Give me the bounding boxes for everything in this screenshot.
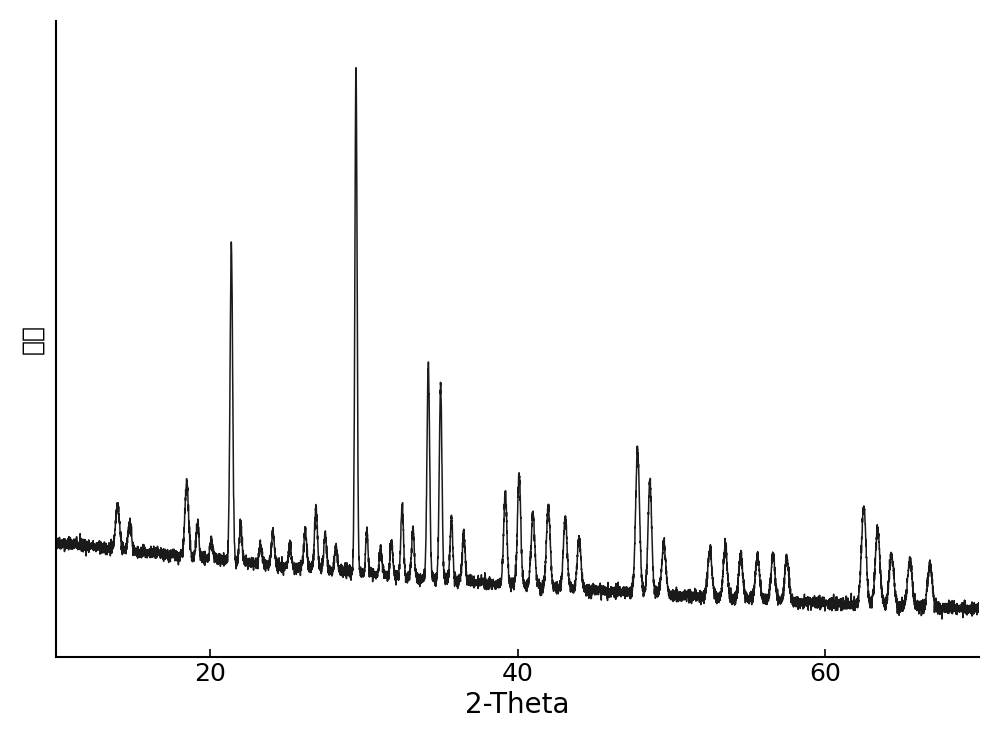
X-axis label: 2-Theta: 2-Theta xyxy=(465,691,570,719)
Y-axis label: 强度: 强度 xyxy=(21,324,45,354)
